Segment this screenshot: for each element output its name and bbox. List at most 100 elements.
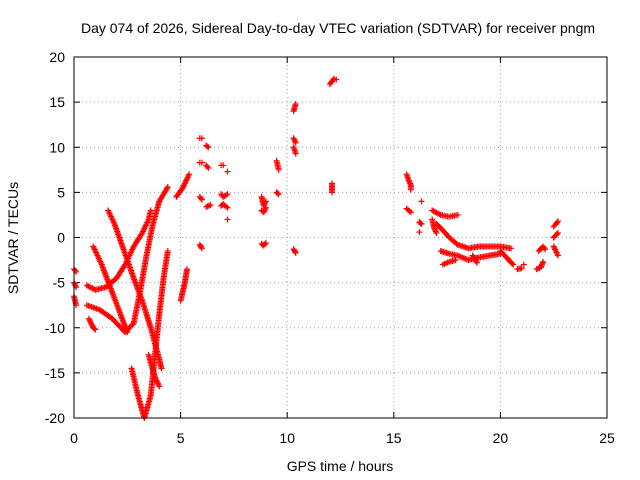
data-point — [91, 325, 98, 332]
y-tick-label: 5 — [57, 184, 65, 200]
series-hour-10-group — [290, 100, 299, 256]
data-point — [292, 249, 299, 256]
x-tick-label: 20 — [493, 430, 509, 446]
data-point — [204, 163, 211, 170]
series-hour-9-group — [258, 157, 282, 249]
data-marks — [71, 75, 561, 421]
data-point — [542, 246, 549, 253]
series-hour-15-6-group — [403, 171, 414, 216]
y-tick-label: -20 — [45, 410, 65, 426]
data-point — [416, 229, 423, 236]
data-point — [418, 198, 425, 205]
series-arc-d — [83, 183, 171, 336]
data-point — [205, 165, 212, 172]
data-point — [518, 265, 525, 272]
x-tick-label: 25 — [599, 430, 615, 446]
y-axis-title: SDTVAR / TECUs — [5, 182, 21, 294]
data-point — [224, 168, 231, 175]
y-tick-label: -5 — [53, 275, 66, 291]
data-point — [292, 139, 299, 146]
series-hour-7-group — [218, 162, 231, 223]
data-point — [220, 162, 227, 169]
data-point — [540, 258, 547, 265]
data-point — [164, 183, 171, 190]
y-tick-labels: -20 -15 -10 -5 0 5 10 15 20 — [45, 49, 65, 426]
x-tick-label: 10 — [279, 430, 295, 446]
data-point — [292, 248, 299, 255]
data-point — [407, 186, 414, 193]
data-point — [541, 244, 548, 251]
series-arc-c — [90, 243, 131, 336]
data-point — [275, 191, 282, 198]
data-point — [328, 189, 335, 196]
data-point — [198, 159, 205, 166]
data-point — [183, 266, 190, 273]
grid-layer — [74, 57, 607, 418]
series-arc-f — [85, 315, 163, 390]
data-point — [292, 150, 299, 157]
data-point — [508, 245, 515, 252]
data-point — [510, 261, 517, 268]
series-hour-12-group — [326, 75, 340, 196]
data-point — [205, 144, 212, 151]
chart-title: Day 074 of 2026, Sidereal Day-to-day VTE… — [81, 20, 595, 36]
data-point — [198, 244, 205, 251]
data-point — [452, 257, 459, 264]
data-point — [554, 252, 561, 259]
data-point — [224, 216, 231, 223]
data-point — [207, 202, 214, 209]
data-point — [204, 143, 211, 150]
data-point — [433, 229, 440, 236]
data-point — [554, 229, 561, 236]
data-point — [224, 191, 231, 198]
data-point — [198, 135, 205, 142]
data-point — [275, 166, 282, 173]
data-point — [274, 190, 281, 197]
data-point — [198, 196, 205, 203]
data-point — [418, 220, 425, 227]
data-point — [292, 100, 299, 107]
y-tick-label: 10 — [49, 139, 65, 155]
plot-frame — [73, 56, 608, 419]
y-tick-label: 20 — [49, 49, 65, 65]
data-point — [407, 209, 414, 216]
y-tick-label: 15 — [49, 94, 65, 110]
data-point — [206, 202, 213, 209]
data-point — [333, 76, 340, 83]
y-tick-label: -15 — [45, 365, 65, 381]
data-point — [224, 204, 231, 211]
data-point — [262, 204, 269, 211]
x-tick-label: 5 — [177, 430, 185, 446]
y-tick-label: 0 — [57, 230, 65, 246]
data-point — [553, 231, 560, 238]
series-rising-group — [173, 171, 193, 304]
data-point — [92, 326, 99, 333]
data-point — [509, 260, 516, 267]
y-tick-label: -10 — [45, 320, 65, 336]
data-point — [158, 365, 165, 372]
data-point — [520, 261, 527, 268]
series-decay-group — [433, 220, 515, 268]
x-tick-label: 0 — [70, 430, 78, 446]
data-point — [156, 383, 163, 390]
data-point — [186, 171, 193, 178]
series-hour-6-group — [196, 135, 214, 252]
data-point — [553, 219, 560, 226]
x-axis-title: GPS time / hours — [287, 458, 394, 474]
series-hour-16-5-group — [416, 198, 461, 236]
data-point — [262, 239, 269, 246]
data-point — [554, 218, 561, 225]
data-point — [454, 211, 461, 218]
data-point — [129, 321, 136, 328]
x-tick-labels: 0 5 10 15 20 25 — [70, 430, 615, 446]
series-late-group — [497, 218, 561, 273]
data-point — [197, 195, 204, 202]
data-point — [261, 241, 268, 248]
data-point — [164, 248, 171, 255]
data-point — [204, 203, 211, 210]
data-point — [473, 259, 480, 266]
data-point — [198, 245, 205, 252]
data-point — [147, 207, 154, 214]
